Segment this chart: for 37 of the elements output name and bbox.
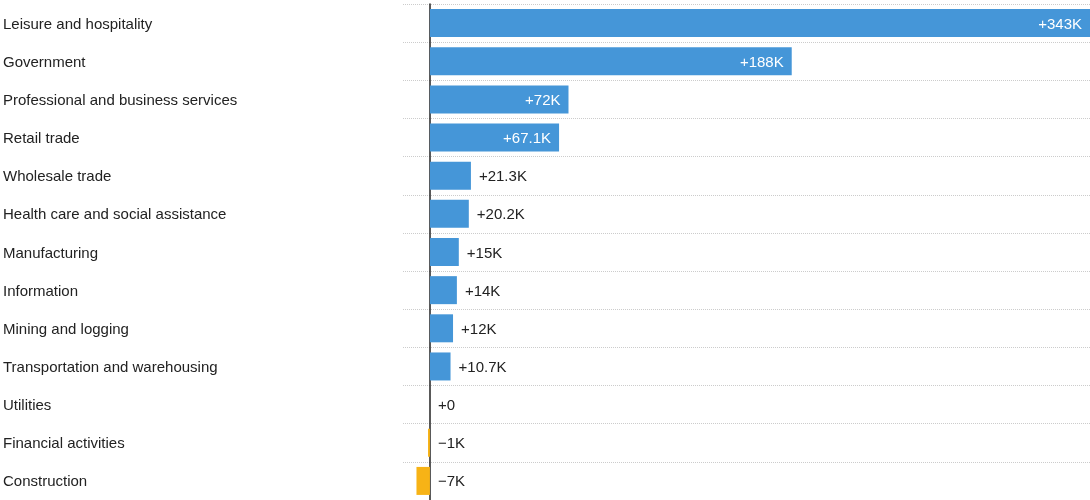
y-tick-label: Professional and business services [3,90,238,108]
data-label: +67.1K [503,129,552,147]
y-tick-label: Government [3,52,87,70]
data-label: +343K [1038,14,1082,32]
y-tick-label: Retail trade [3,129,80,147]
bar [429,276,457,305]
bar [429,352,451,381]
bar [416,466,430,495]
y-tick-label: Utilities [3,396,52,414]
y-tick-label: Financial activities [3,434,125,452]
data-label: +21.3K [478,167,527,185]
bar [429,9,1090,38]
y-tick-label: Information [3,281,79,299]
y-tick-label: Manufacturing [3,243,99,261]
data-label: +12K [461,319,497,337]
bar [429,314,454,343]
data-label: +188K [739,52,784,70]
bar [429,161,471,190]
bar [429,238,459,266]
y-tick-label: Wholesale trade [3,167,112,185]
data-label: +14K [464,281,501,299]
data-label: +0 [437,396,456,414]
data-label: +72K [525,90,561,108]
data-label: +20.2K [476,205,525,223]
data-label: +10.7K [458,357,507,375]
data-label: +15K [466,243,503,261]
y-tick-label: Transportation and warehousing [3,357,218,375]
y-tick-label: Leisure and hospitality [3,14,153,32]
data-label: −7K [437,472,466,490]
y-tick-label: Health care and social assistance [3,205,227,223]
bar [429,199,469,228]
bar [429,85,569,114]
y-tick-label: Construction [3,472,88,490]
bar [429,123,560,152]
y-tick-label: Mining and logging [3,319,129,337]
bar [429,47,792,76]
data-label: −1K [437,434,466,452]
